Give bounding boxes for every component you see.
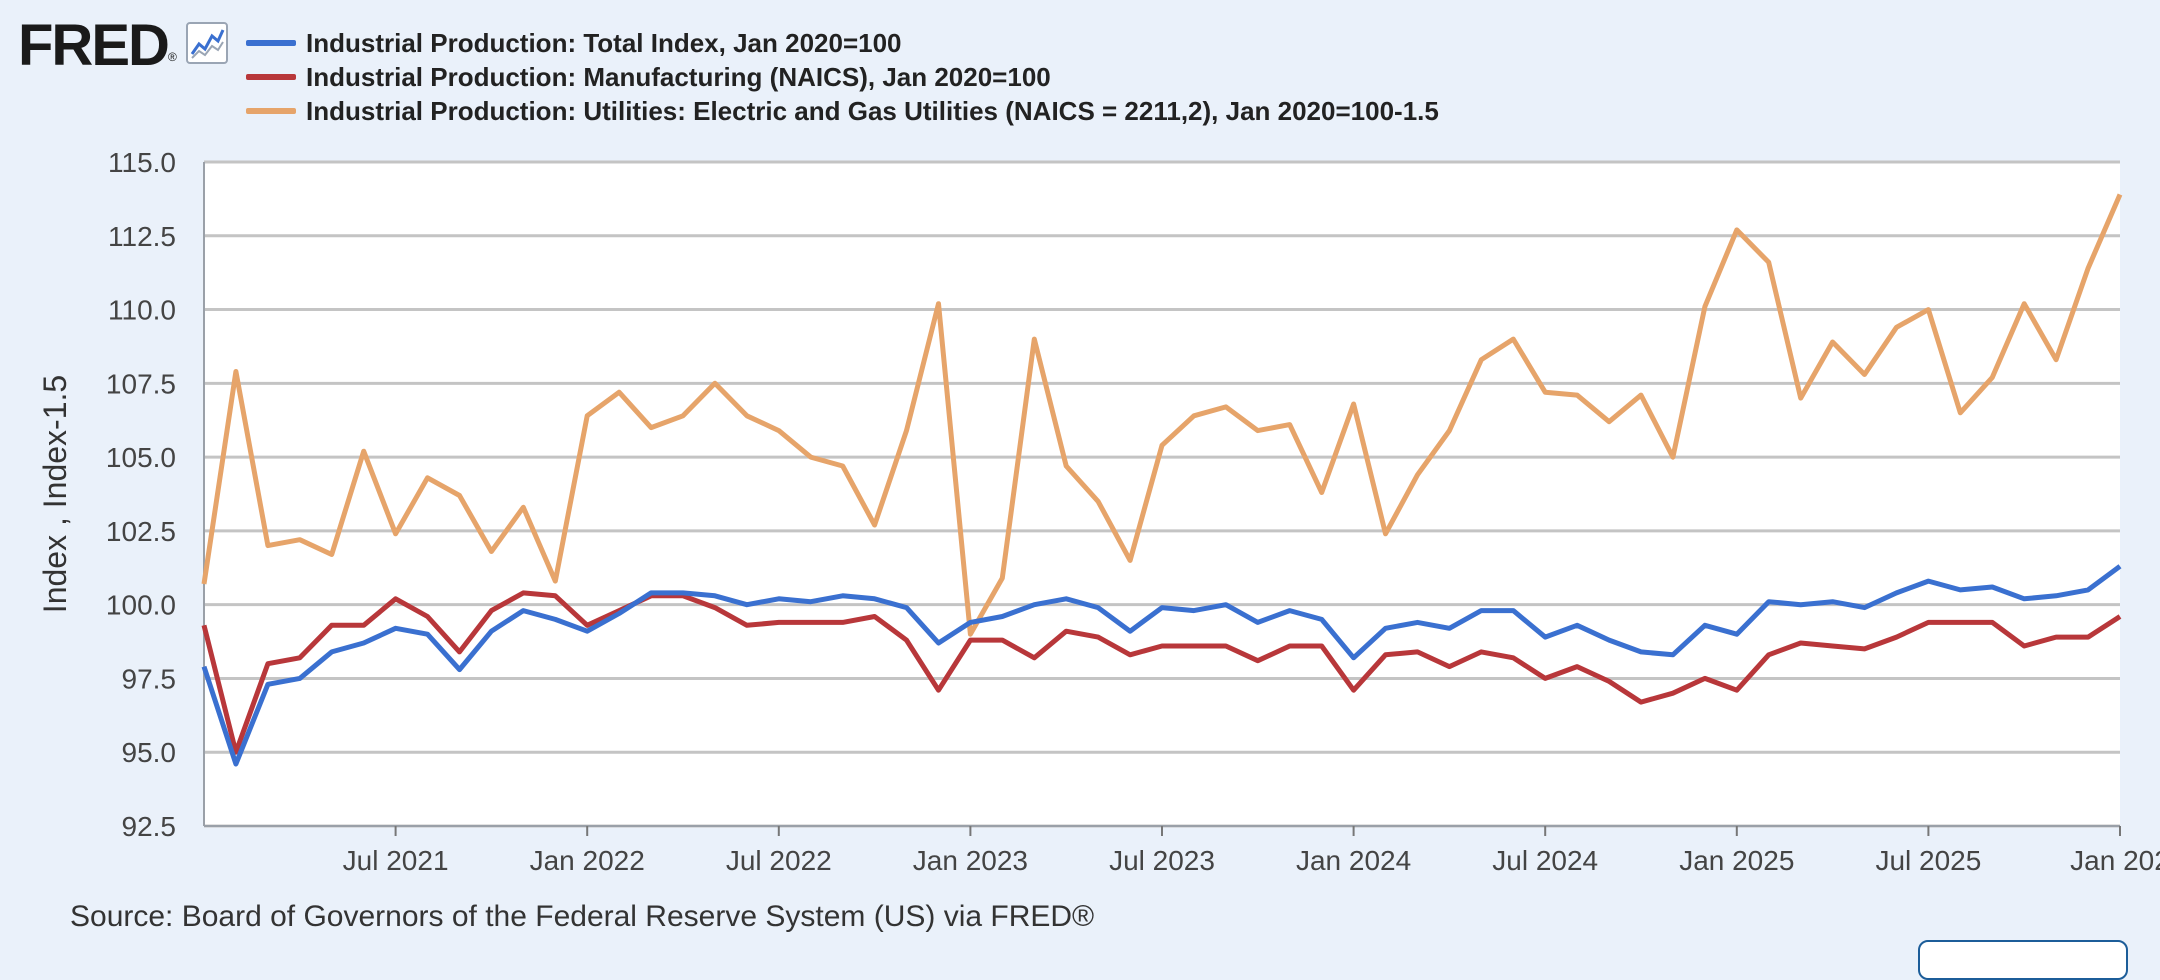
chart-header: FRED ® Industrial Production: Total Inde…: [0, 0, 2160, 140]
registered-mark: ®: [168, 50, 177, 64]
x-tick-label: Jan 202: [2070, 845, 2160, 876]
x-tick-label: Jul 2022: [726, 845, 832, 876]
y-tick-label: 107.5: [106, 368, 176, 399]
line-chart-icon[interactable]: [186, 22, 228, 64]
x-tick-label: Jul 2021: [343, 845, 449, 876]
legend-swatch: [246, 74, 296, 80]
y-axis-label: Index , Index-1.5: [37, 375, 73, 613]
x-tick-label: Jan 2022: [530, 845, 645, 876]
cut-off-link[interactable]: [70, 946, 570, 955]
y-axis-ticks: 115.0 112.5 110.0 107.5 105.0 102.5 100.0 97.5 9…: [106, 147, 176, 842]
series-line[interactable]: [201, 564, 2122, 767]
source-note: Source: Board of Governors of the Federa…: [70, 900, 1095, 933]
legend-item[interactable]: Industrial Production: Utilities: Electr…: [246, 94, 1439, 128]
legend-label: Industrial Production: Utilities: Electr…: [306, 95, 1439, 126]
y-tick-label: 110.0: [108, 295, 176, 326]
legend-swatch: [246, 40, 296, 46]
fred-logo[interactable]: FRED: [18, 13, 170, 78]
legend-swatch: [246, 108, 296, 114]
y-tick-label: 100.0: [106, 590, 176, 621]
legend: Industrial Production: Total Index, Jan …: [246, 26, 1439, 128]
x-tick-label: Jul 2025: [1875, 845, 1981, 876]
y-tick-label: 105.0: [106, 442, 176, 473]
legend-item[interactable]: Industrial Production: Total Index, Jan …: [246, 26, 1439, 60]
x-tick-label: Jan 2024: [1296, 845, 1411, 876]
x-tick-label: Jan 2025: [1679, 845, 1794, 876]
series-line[interactable]: [201, 193, 2123, 637]
x-tick-label: Jan 2023: [913, 845, 1028, 876]
y-tick-label: 95.0: [122, 737, 177, 768]
series-lines: [201, 193, 2123, 767]
y-tick-label: 92.5: [122, 811, 177, 842]
y-tick-label: 102.5: [106, 516, 176, 547]
plot-background: [204, 162, 2120, 826]
gridlines: [203, 160, 2120, 828]
edit-graph-button[interactable]: [1918, 940, 2128, 980]
x-axis-ticks: Jul 2021 Jan 2022 Jul 2022 Jan 2023 Jul 2023…: [343, 826, 2160, 876]
legend-label: Industrial Production: Total Index, Jan …: [306, 27, 902, 58]
y-tick-label: 115.0: [108, 147, 176, 178]
x-tick-label: Jul 2023: [1109, 845, 1215, 876]
legend-item[interactable]: Industrial Production: Manufacturing (NA…: [246, 60, 1439, 94]
chart-area: 115.0 112.5 110.0 107.5 105.0 102.5 100.0 97.5 9…: [37, 147, 2160, 876]
series-line[interactable]: [201, 590, 2122, 755]
y-tick-label: 112.5: [108, 221, 176, 252]
x-tick-label: Jul 2024: [1492, 845, 1598, 876]
y-tick-label: 97.5: [122, 663, 177, 694]
legend-label: Industrial Production: Manufacturing (NA…: [306, 61, 1051, 92]
